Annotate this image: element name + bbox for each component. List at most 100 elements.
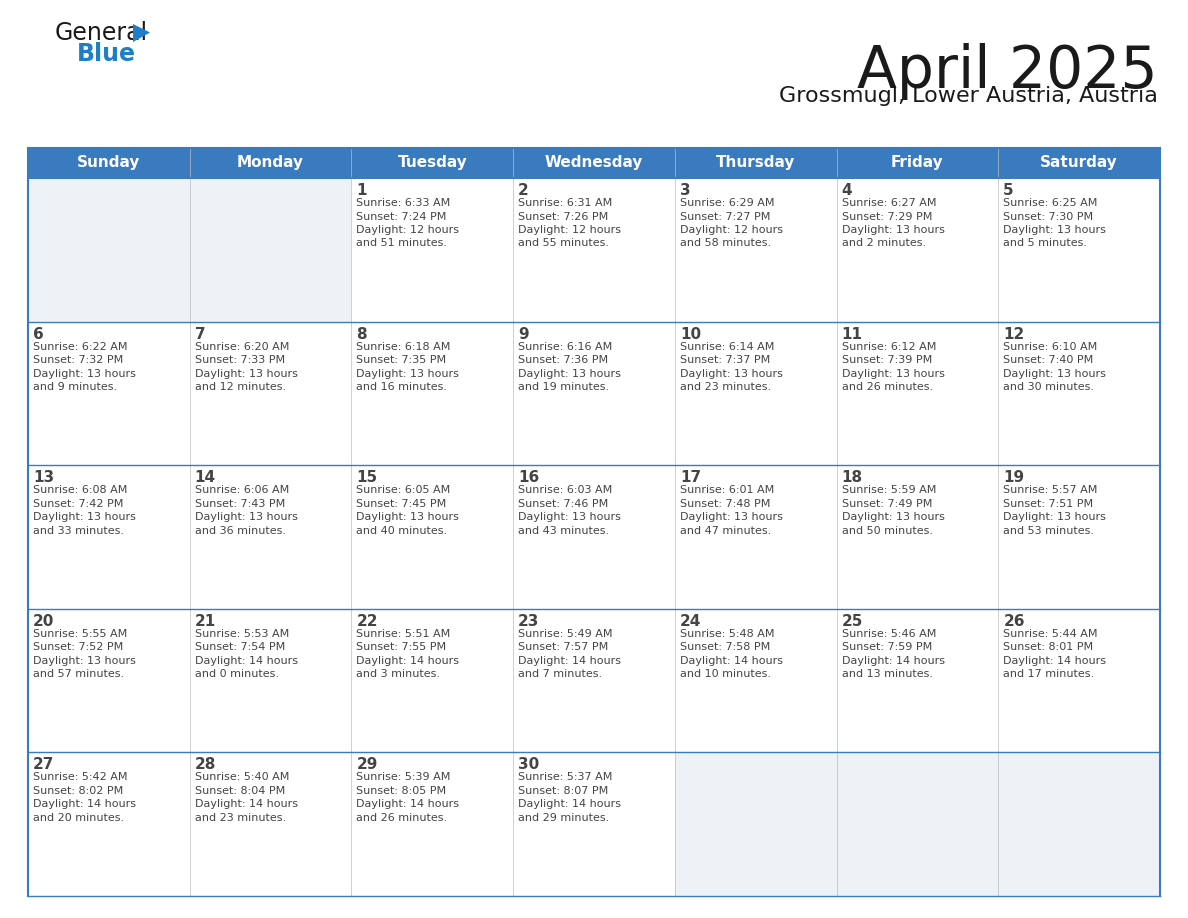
Text: and 5 minutes.: and 5 minutes. bbox=[1004, 239, 1087, 249]
Text: and 23 minutes.: and 23 minutes. bbox=[195, 813, 286, 823]
Text: and 2 minutes.: and 2 minutes. bbox=[841, 239, 925, 249]
Text: Sunset: 7:59 PM: Sunset: 7:59 PM bbox=[841, 643, 931, 653]
Text: Saturday: Saturday bbox=[1041, 155, 1118, 171]
Text: Sunset: 7:45 PM: Sunset: 7:45 PM bbox=[356, 498, 447, 509]
Text: Sunset: 7:42 PM: Sunset: 7:42 PM bbox=[33, 498, 124, 509]
Text: Sunset: 7:32 PM: Sunset: 7:32 PM bbox=[33, 355, 124, 365]
Text: 15: 15 bbox=[356, 470, 378, 486]
Text: Daylight: 13 hours: Daylight: 13 hours bbox=[1004, 369, 1106, 378]
Bar bbox=[998, 465, 1159, 609]
Text: 13: 13 bbox=[33, 470, 55, 486]
Text: Sunrise: 6:08 AM: Sunrise: 6:08 AM bbox=[33, 486, 127, 495]
Text: and 36 minutes.: and 36 minutes. bbox=[195, 526, 286, 536]
Text: and 40 minutes.: and 40 minutes. bbox=[356, 526, 448, 536]
Text: and 19 minutes.: and 19 minutes. bbox=[518, 382, 609, 392]
Bar bbox=[352, 753, 513, 896]
Text: Sunset: 7:43 PM: Sunset: 7:43 PM bbox=[195, 498, 285, 509]
Text: and 3 minutes.: and 3 minutes. bbox=[356, 669, 441, 679]
Text: Sunset: 8:02 PM: Sunset: 8:02 PM bbox=[33, 786, 124, 796]
Text: Daylight: 13 hours: Daylight: 13 hours bbox=[680, 369, 783, 378]
Bar bbox=[675, 321, 836, 465]
Text: 4: 4 bbox=[841, 183, 852, 198]
Text: and 58 minutes.: and 58 minutes. bbox=[680, 239, 771, 249]
Text: Wednesday: Wednesday bbox=[545, 155, 643, 171]
Text: Daylight: 13 hours: Daylight: 13 hours bbox=[33, 512, 135, 522]
Bar bbox=[998, 609, 1159, 753]
Text: 25: 25 bbox=[841, 614, 862, 629]
Text: Daylight: 13 hours: Daylight: 13 hours bbox=[195, 369, 297, 378]
Text: and 26 minutes.: and 26 minutes. bbox=[356, 813, 448, 823]
Bar bbox=[29, 465, 190, 609]
Text: 23: 23 bbox=[518, 614, 539, 629]
Text: 28: 28 bbox=[195, 757, 216, 772]
Text: Sunrise: 6:29 AM: Sunrise: 6:29 AM bbox=[680, 198, 775, 208]
Text: Sunset: 7:35 PM: Sunset: 7:35 PM bbox=[356, 355, 447, 365]
Text: Daylight: 14 hours: Daylight: 14 hours bbox=[841, 655, 944, 666]
Bar bbox=[513, 609, 675, 753]
Text: 2: 2 bbox=[518, 183, 529, 198]
Text: Sunrise: 6:22 AM: Sunrise: 6:22 AM bbox=[33, 341, 127, 352]
Text: Sunset: 7:37 PM: Sunset: 7:37 PM bbox=[680, 355, 770, 365]
Text: Daylight: 12 hours: Daylight: 12 hours bbox=[356, 225, 460, 235]
Bar bbox=[190, 753, 352, 896]
Bar bbox=[352, 609, 513, 753]
Text: 17: 17 bbox=[680, 470, 701, 486]
Text: and 50 minutes.: and 50 minutes. bbox=[841, 526, 933, 536]
Text: 27: 27 bbox=[33, 757, 55, 772]
Text: Daylight: 12 hours: Daylight: 12 hours bbox=[680, 225, 783, 235]
Text: General: General bbox=[55, 21, 148, 45]
Text: Sunrise: 5:53 AM: Sunrise: 5:53 AM bbox=[195, 629, 289, 639]
Text: 10: 10 bbox=[680, 327, 701, 341]
Text: Sunrise: 6:27 AM: Sunrise: 6:27 AM bbox=[841, 198, 936, 208]
Bar bbox=[836, 609, 998, 753]
Text: 20: 20 bbox=[33, 614, 55, 629]
Text: Sunset: 8:01 PM: Sunset: 8:01 PM bbox=[1004, 643, 1093, 653]
Text: Daylight: 13 hours: Daylight: 13 hours bbox=[1004, 225, 1106, 235]
Text: Sunrise: 5:49 AM: Sunrise: 5:49 AM bbox=[518, 629, 613, 639]
Bar bbox=[513, 465, 675, 609]
Text: Daylight: 14 hours: Daylight: 14 hours bbox=[1004, 655, 1106, 666]
Bar bbox=[836, 178, 998, 321]
Text: Sunrise: 5:37 AM: Sunrise: 5:37 AM bbox=[518, 772, 613, 782]
Text: 5: 5 bbox=[1004, 183, 1013, 198]
Text: Sunset: 8:04 PM: Sunset: 8:04 PM bbox=[195, 786, 285, 796]
Bar bbox=[836, 465, 998, 609]
Text: Daylight: 14 hours: Daylight: 14 hours bbox=[356, 800, 460, 810]
Text: Daylight: 13 hours: Daylight: 13 hours bbox=[195, 512, 297, 522]
Text: Sunset: 7:54 PM: Sunset: 7:54 PM bbox=[195, 643, 285, 653]
Text: Daylight: 13 hours: Daylight: 13 hours bbox=[33, 369, 135, 378]
Text: Grossmugl, Lower Austria, Austria: Grossmugl, Lower Austria, Austria bbox=[779, 86, 1158, 106]
Text: and 47 minutes.: and 47 minutes. bbox=[680, 526, 771, 536]
Text: Daylight: 13 hours: Daylight: 13 hours bbox=[33, 655, 135, 666]
Bar bbox=[998, 178, 1159, 321]
Text: Sunrise: 5:57 AM: Sunrise: 5:57 AM bbox=[1004, 486, 1098, 495]
Text: Sunset: 7:36 PM: Sunset: 7:36 PM bbox=[518, 355, 608, 365]
Text: Tuesday: Tuesday bbox=[398, 155, 467, 171]
Bar bbox=[513, 753, 675, 896]
Text: 18: 18 bbox=[841, 470, 862, 486]
Text: and 53 minutes.: and 53 minutes. bbox=[1004, 526, 1094, 536]
Text: Sunset: 7:58 PM: Sunset: 7:58 PM bbox=[680, 643, 770, 653]
Text: Daylight: 13 hours: Daylight: 13 hours bbox=[841, 369, 944, 378]
Bar bbox=[190, 609, 352, 753]
Text: Sunrise: 5:48 AM: Sunrise: 5:48 AM bbox=[680, 629, 775, 639]
Text: Daylight: 13 hours: Daylight: 13 hours bbox=[680, 512, 783, 522]
Text: Sunrise: 6:18 AM: Sunrise: 6:18 AM bbox=[356, 341, 450, 352]
Text: and 10 minutes.: and 10 minutes. bbox=[680, 669, 771, 679]
Text: Sunrise: 5:51 AM: Sunrise: 5:51 AM bbox=[356, 629, 450, 639]
Text: 9: 9 bbox=[518, 327, 529, 341]
Text: Sunset: 7:49 PM: Sunset: 7:49 PM bbox=[841, 498, 931, 509]
Text: and 29 minutes.: and 29 minutes. bbox=[518, 813, 609, 823]
Text: and 20 minutes.: and 20 minutes. bbox=[33, 813, 124, 823]
Text: Sunset: 8:05 PM: Sunset: 8:05 PM bbox=[356, 786, 447, 796]
Bar bbox=[352, 465, 513, 609]
Text: 3: 3 bbox=[680, 183, 690, 198]
Text: 14: 14 bbox=[195, 470, 216, 486]
Text: 21: 21 bbox=[195, 614, 216, 629]
Text: and 26 minutes.: and 26 minutes. bbox=[841, 382, 933, 392]
Text: Sunrise: 5:39 AM: Sunrise: 5:39 AM bbox=[356, 772, 450, 782]
Text: and 43 minutes.: and 43 minutes. bbox=[518, 526, 609, 536]
Text: Sunset: 7:46 PM: Sunset: 7:46 PM bbox=[518, 498, 608, 509]
Polygon shape bbox=[133, 24, 150, 42]
Bar bbox=[29, 321, 190, 465]
